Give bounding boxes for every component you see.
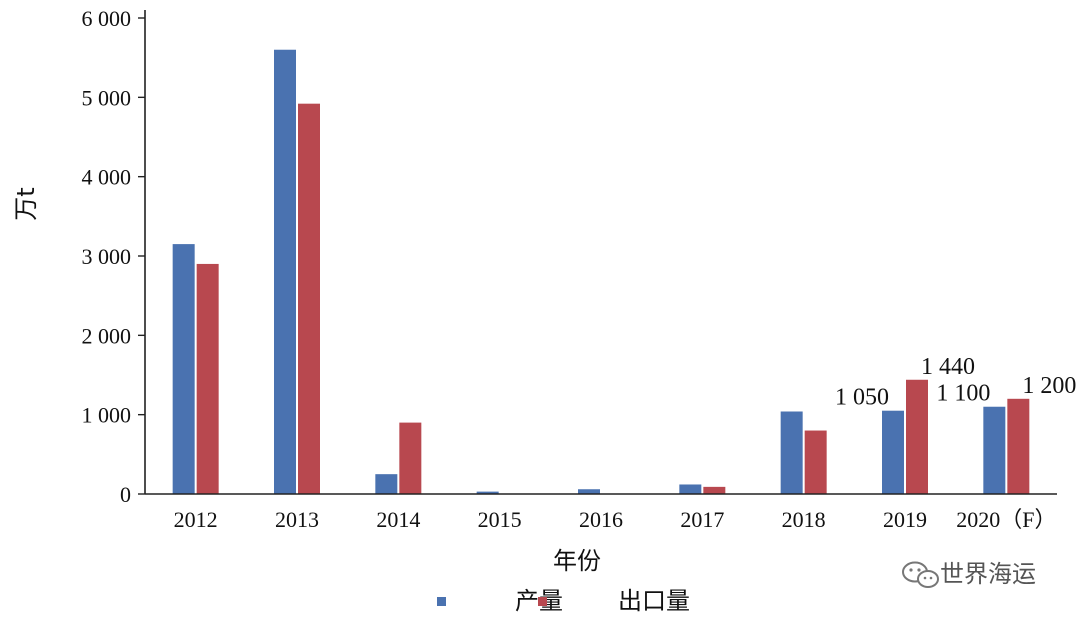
x-tick-label: 2020（F） bbox=[956, 507, 1056, 532]
bar-production bbox=[780, 411, 803, 494]
bar-export bbox=[804, 430, 827, 494]
bar-production bbox=[274, 49, 296, 494]
legend-label: 出口量 bbox=[618, 587, 690, 615]
bar-production bbox=[476, 491, 499, 494]
x-tick-label: 2014 bbox=[376, 507, 420, 532]
x-axis-title: 年份 bbox=[553, 547, 601, 575]
legend-marker bbox=[538, 597, 547, 606]
data-label: 1 440 bbox=[921, 354, 975, 380]
y-tick-label: 3 000 bbox=[82, 244, 132, 269]
x-tick-label: 2016 bbox=[579, 507, 623, 532]
x-tick-label: 2012 bbox=[174, 507, 218, 532]
x-tick-label: 2018 bbox=[782, 507, 826, 532]
bar-export bbox=[906, 379, 928, 494]
x-tick-label: 2017 bbox=[680, 507, 724, 532]
y-axis-ticks: 0 1 000 2 000 3 000 4 000 5 000 6 000 bbox=[82, 6, 145, 507]
bar-production bbox=[578, 489, 600, 494]
data-label: 1 050 bbox=[835, 385, 889, 411]
x-tick-label: 2013 bbox=[275, 507, 319, 532]
watermark: 世界海运 bbox=[902, 560, 1036, 588]
bar-production bbox=[983, 406, 1006, 494]
y-tick-label: 5 000 bbox=[82, 85, 132, 110]
watermark-text: 世界海运 bbox=[940, 560, 1036, 588]
x-axis-ticks: 2012 2013 2014 2015 2016 2017 2018 2019 2020（F） bbox=[174, 507, 1057, 532]
bar-export bbox=[196, 263, 219, 494]
y-tick-label: 0 bbox=[120, 482, 131, 507]
data-label: 1 100 bbox=[936, 381, 990, 407]
legend-marker bbox=[437, 597, 446, 606]
x-tick-label: 2019 bbox=[883, 507, 927, 532]
y-tick-label: 4 000 bbox=[82, 165, 132, 190]
bar-production bbox=[679, 484, 702, 494]
y-tick-label: 1 000 bbox=[82, 403, 132, 428]
bar-export bbox=[298, 103, 320, 495]
data-label: 1 200 bbox=[1022, 373, 1076, 399]
bar-export bbox=[703, 486, 726, 494]
y-tick-label: 6 000 bbox=[82, 6, 132, 31]
bar-production bbox=[172, 244, 195, 494]
bar-production bbox=[882, 410, 904, 494]
bar-export bbox=[1007, 398, 1030, 494]
bars bbox=[172, 49, 1030, 495]
x-tick-label: 2015 bbox=[478, 507, 522, 532]
bar-export bbox=[399, 422, 422, 494]
y-tick-label: 2 000 bbox=[82, 323, 132, 348]
y-axis-title: 万t bbox=[12, 187, 40, 220]
wechat-icon bbox=[902, 561, 939, 588]
bar-production bbox=[375, 474, 398, 494]
legend: 产量出口量 bbox=[437, 587, 690, 615]
